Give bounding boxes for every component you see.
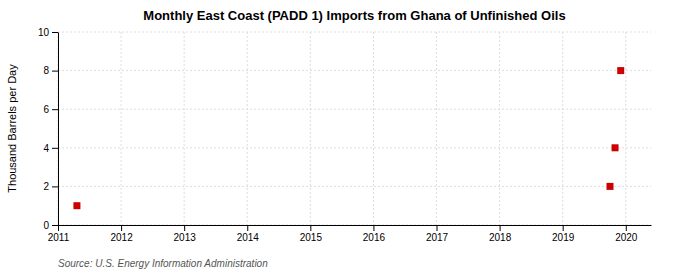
x-tick: 2011 — [48, 225, 70, 243]
y-axis-line — [58, 33, 59, 226]
x-tick-label: 2015 — [300, 232, 323, 243]
x-tick-label: 2011 — [48, 232, 70, 243]
y-grid-line — [58, 70, 651, 71]
y-grid-line — [58, 32, 651, 33]
y-tick-mark — [52, 186, 58, 187]
y-tick: 8 — [43, 65, 58, 76]
x-tick-mark — [310, 225, 311, 231]
y-axis-title: Thousand Barrels per Day — [6, 64, 18, 193]
y-tick: 0 — [43, 220, 58, 231]
y-tick-mark — [52, 225, 58, 226]
x-tick: 2014 — [237, 225, 260, 243]
x-tick-mark — [247, 225, 248, 231]
y-tick-label: 6 — [43, 104, 49, 115]
x-tick: 2018 — [489, 225, 512, 243]
x-tick-mark — [626, 225, 627, 231]
x-tick-label: 2016 — [363, 232, 386, 243]
y-tick-label: 4 — [43, 143, 49, 154]
x-tick-mark — [58, 225, 59, 231]
y-tick: 2 — [43, 181, 58, 192]
x-tick: 2013 — [174, 225, 197, 243]
title: Monthly East Coast (PADD 1) Imports from… — [143, 8, 565, 23]
x-tick: 2020 — [615, 225, 638, 243]
x-tick-mark — [563, 225, 564, 231]
y-tick-mark — [52, 32, 58, 33]
y-tick-mark — [52, 148, 58, 149]
x-grid-line — [184, 32, 185, 225]
y-tick-mark — [52, 71, 58, 72]
y-grid-line — [58, 186, 651, 187]
x-grid-line — [121, 32, 122, 225]
grid — [58, 32, 651, 225]
x-grid-line — [58, 32, 59, 225]
chart-svg: 2011201220132014201520162017201820192020… — [0, 0, 675, 275]
x-tick-label: 2020 — [615, 232, 638, 243]
chart-container: 2011201220132014201520162017201820192020… — [0, 0, 675, 275]
x-grid-line — [499, 32, 500, 225]
x-tick-label: 2014 — [237, 232, 260, 243]
x-tick: 2015 — [300, 225, 323, 243]
points — [73, 67, 624, 209]
x-tick: 2019 — [552, 225, 575, 243]
plot: 2011201220132014201520162017201820192020… — [38, 27, 652, 243]
y-tick-label: 2 — [43, 181, 49, 192]
x-tick-label: 2012 — [110, 232, 133, 243]
x-tick-mark — [121, 225, 122, 231]
x-tick: 2012 — [110, 225, 133, 243]
x-tick: 2017 — [426, 225, 449, 243]
y-grid-line — [58, 225, 651, 226]
y-grid-line — [58, 147, 651, 148]
y-tick: 4 — [43, 143, 58, 154]
x-tick-label: 2017 — [426, 232, 449, 243]
y-tick: 6 — [43, 104, 58, 115]
x-grid-line — [310, 32, 311, 225]
x-tick-mark — [500, 225, 501, 231]
y-tick: 10 — [38, 27, 58, 38]
x-tick-mark — [184, 225, 185, 231]
y-tick-label: 8 — [43, 65, 49, 76]
x-grid-line — [247, 32, 248, 225]
x-grid-line — [625, 32, 626, 225]
y-tick-label: 0 — [43, 220, 49, 231]
x-axis-line — [59, 225, 652, 226]
point — [612, 144, 619, 151]
point — [73, 202, 80, 209]
source: Source: U.S. Energy Information Administ… — [58, 258, 268, 269]
point — [617, 67, 624, 74]
x-tick-label: 2018 — [489, 232, 512, 243]
x-tick-label: 2019 — [552, 232, 575, 243]
x-tick-label: 2013 — [174, 232, 197, 243]
y-grid-line — [58, 109, 651, 110]
point — [606, 183, 613, 190]
y-tick-mark — [52, 109, 58, 110]
x-tick: 2016 — [363, 225, 386, 243]
x-axis: 2011 2012 2013 2014 2015 2016 2017 2018 2019 2020 — [48, 225, 652, 243]
x-grid-line — [562, 32, 563, 225]
x-grid-line — [373, 32, 374, 225]
y-axis: 0 2 4 6 8 10 — [38, 27, 59, 231]
x-tick-mark — [373, 225, 374, 231]
x-grid-line — [436, 32, 437, 225]
y-tick-label: 10 — [38, 27, 50, 38]
x-tick-mark — [437, 225, 438, 231]
